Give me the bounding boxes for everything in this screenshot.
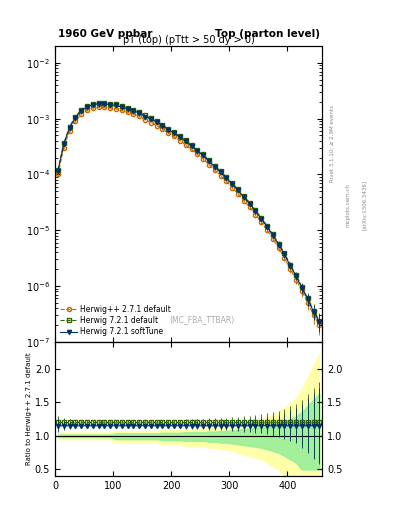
Legend: Herwig++ 2.7.1 default, Herwig 7.2.1 default, Herwig 7.2.1 softTune: Herwig++ 2.7.1 default, Herwig 7.2.1 def…	[59, 303, 173, 338]
Text: Top (parton level): Top (parton level)	[215, 29, 320, 39]
Y-axis label: Ratio to Herwig++ 2.7.1 default: Ratio to Herwig++ 2.7.1 default	[26, 353, 32, 465]
Text: Rivet 3.1.10; ≥ 2.9M events: Rivet 3.1.10; ≥ 2.9M events	[330, 105, 335, 182]
Text: mcplots.cern.ch: mcplots.cern.ch	[346, 183, 351, 227]
Title: pT (top) (pTtt > 50 dy > 0): pT (top) (pTtt > 50 dy > 0)	[123, 35, 255, 45]
Text: (MC_FBA_TTBAR): (MC_FBA_TTBAR)	[169, 315, 235, 324]
Text: [arXiv:1306.3436]: [arXiv:1306.3436]	[362, 180, 367, 230]
Text: 1960 GeV ppbar: 1960 GeV ppbar	[58, 29, 152, 39]
